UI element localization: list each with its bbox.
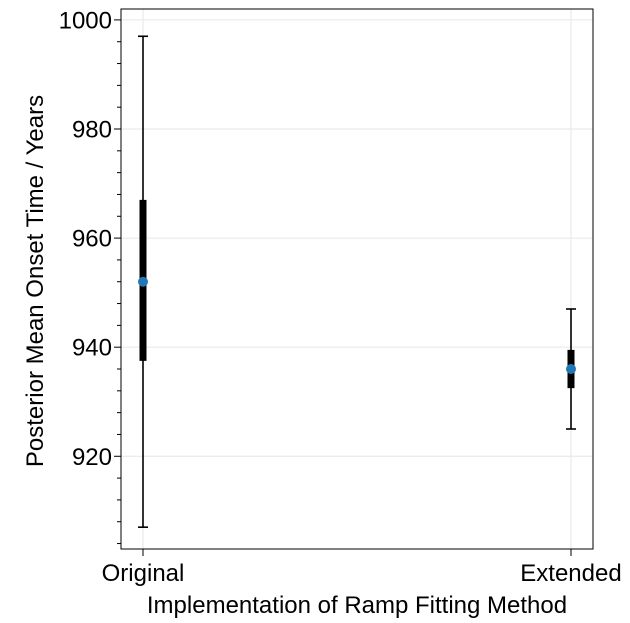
x-axis: Original Extended: [102, 549, 622, 587]
data-marks: [138, 35, 576, 528]
errorbar-group: [566, 308, 576, 430]
x-axis-label: Implementation of Ramp Fitting Method: [147, 592, 567, 619]
y-tick-label: 920: [72, 444, 112, 471]
grid: [121, 9, 593, 549]
x-tick-label: Original: [102, 560, 185, 587]
y-tick-label: 960: [72, 226, 112, 253]
y-axis-label: Posterior Mean Onset Time / Years: [22, 95, 49, 467]
y-axis: 920 940 960 980 1000: [59, 7, 121, 545]
y-tick-label: 940: [72, 335, 112, 362]
y-tick-label: 980: [72, 117, 112, 144]
y-tick-label: 1000: [59, 7, 112, 34]
x-tick-label: Extended: [520, 560, 621, 587]
errorbar-group: [138, 35, 148, 528]
mean-point: [566, 364, 576, 374]
plot-frame: [120, 8, 594, 550]
mean-point: [138, 276, 148, 287]
